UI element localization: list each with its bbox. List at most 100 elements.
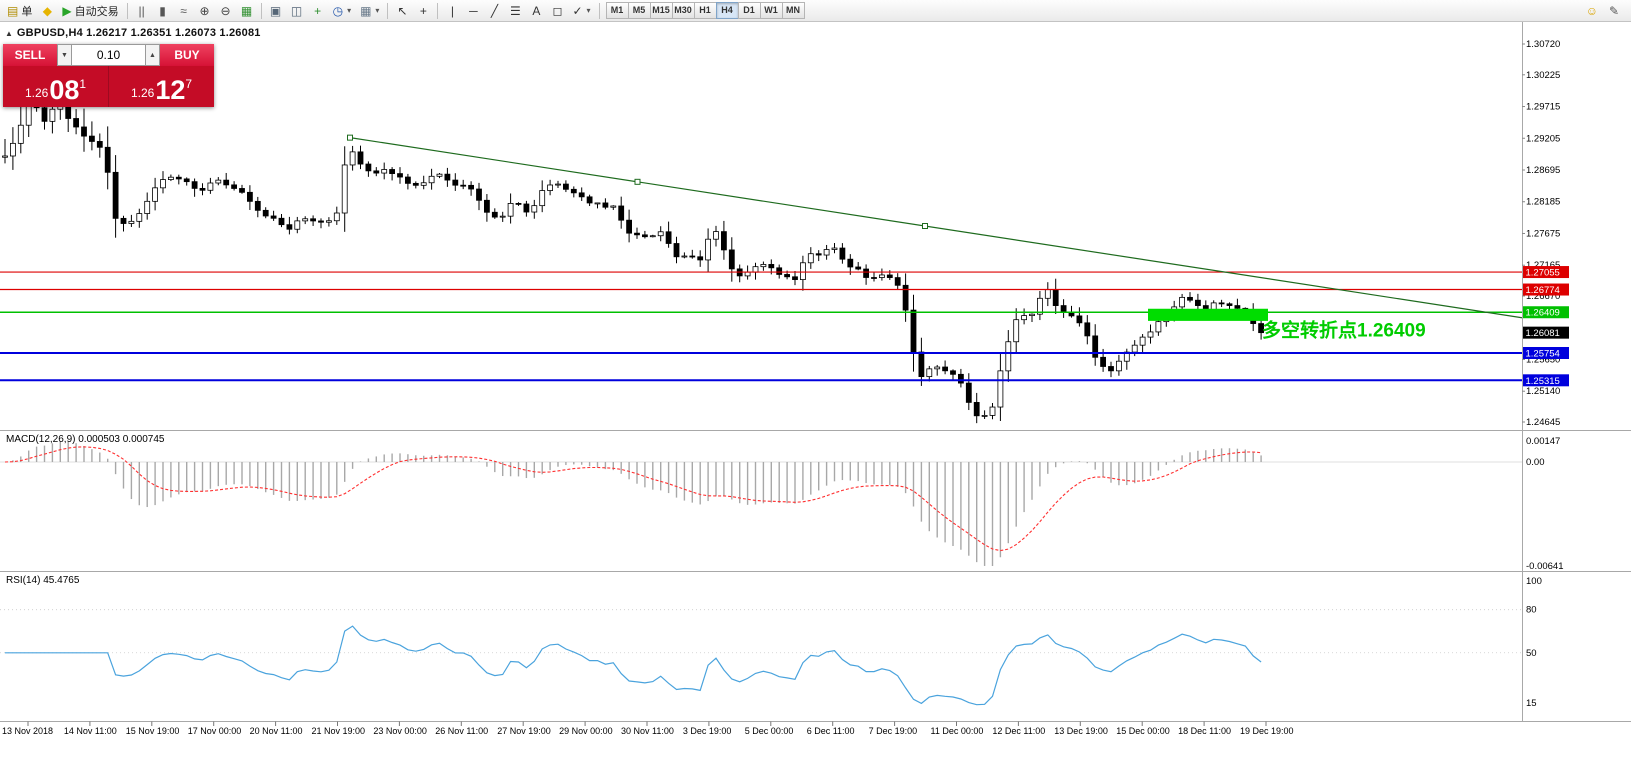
candlestick-mode-icon[interactable]: ▮	[153, 1, 173, 21]
smiley-icon: ☺	[1585, 3, 1598, 18]
new-chart-icon[interactable]: +	[308, 1, 328, 21]
timeframe-H1[interactable]: H1	[693, 2, 717, 19]
lot-size-input[interactable]: 0.10	[72, 44, 145, 66]
template-selector[interactable]: ▦ ▾	[356, 1, 383, 21]
one-click-trading-widget: SELL ▼ 0.10 ▲ BUY 1.26 08 1 1.26 12 7	[3, 44, 214, 107]
price-axis-tick: 1.24645	[1526, 417, 1560, 428]
time-axis-label: 15 Dec 00:00	[1116, 726, 1170, 736]
crosshair-icon[interactable]: +	[413, 1, 433, 21]
price-badge	[1523, 374, 1569, 387]
favorites-icon[interactable]: ◆	[37, 1, 57, 21]
chevron-down-icon: ▾	[375, 6, 380, 15]
candlestick-series	[2, 81, 1264, 424]
timeframe-M5[interactable]: M5	[627, 2, 651, 19]
macd-axis-tick: 0.00147	[1526, 436, 1560, 447]
timeframe-M1[interactable]: M1	[605, 2, 629, 19]
horizontal-line-icon: ─	[469, 3, 478, 18]
zoom-out-icon[interactable]: ⊖	[216, 1, 236, 21]
timeframe-M30[interactable]: M30	[671, 2, 695, 19]
vertical-line-icon[interactable]: |	[442, 1, 462, 21]
tile-windows-icon[interactable]: ▦	[237, 1, 257, 21]
price-axis-tick: 1.29715	[1526, 102, 1560, 113]
autotrading-button[interactable]: ▶ 自动交易	[58, 1, 122, 21]
cursor-icon[interactable]: ↖	[392, 1, 412, 21]
period-selector[interactable]: ◷ ▾	[329, 1, 356, 21]
sell-button[interactable]: SELL	[3, 44, 57, 66]
time-axis-label: 12 Dec 11:00	[992, 726, 1045, 736]
price-badge	[1523, 283, 1569, 296]
candlestick-mode-icon: ▮	[159, 3, 166, 18]
zoom-out-icon: ⊖	[220, 3, 231, 18]
price-badge-text: 1.25315	[1526, 376, 1560, 387]
arrows-icon[interactable]: ✓ ▾	[568, 1, 594, 21]
arrows-icon: ✓	[572, 3, 583, 18]
time-axis-label: 18 Dec 11:00	[1178, 726, 1231, 736]
timeframe-M15[interactable]: M15	[649, 2, 673, 19]
sell-price[interactable]: 1.26 08 1	[3, 66, 108, 107]
new-order-icon: ▤	[7, 3, 19, 18]
trendline-handle[interactable]	[634, 178, 641, 185]
toolbar-separator	[598, 2, 600, 19]
rsi-axis-tick: 80	[1526, 605, 1537, 616]
price-badge	[1523, 346, 1569, 359]
price-axis-tick: 1.25140	[1526, 386, 1560, 397]
time-axis[interactable]: 13 Nov 2018 14 Nov 11:00 15 Nov 19:00 17 No…	[2, 721, 1294, 737]
macd-axis[interactable]: 0.00147 0.00 -0.00641	[1526, 436, 1564, 572]
shapes-icon: ◻	[552, 3, 563, 18]
price-axis-tick: 1.29205	[1526, 133, 1560, 144]
new-order-button[interactable]: ▤ 单	[3, 1, 36, 21]
fibonacci-icon: ☰	[510, 3, 521, 18]
price-axis-tick: 1.28695	[1526, 165, 1560, 176]
trendline-icon[interactable]: ╱	[484, 1, 504, 21]
edit-icon[interactable]: ✎	[1604, 1, 1624, 21]
annotation-text[interactable]: 多空转折点1.26409	[1262, 318, 1426, 341]
trendline-handle[interactable]	[347, 134, 353, 141]
macd-axis-tick: 0.00	[1526, 457, 1545, 468]
text-label-icon[interactable]: A	[526, 1, 546, 21]
time-axis-label: 30 Nov 11:00	[621, 726, 674, 736]
time-axis-label: 13 Dec 19:00	[1054, 726, 1108, 736]
cursor-icon: ↖	[397, 3, 408, 18]
toolbar: ▤ 单 ◆ ▶ 自动交易 || ▮ ≈ ⊕ ⊖ ▦ ▣ ◫ + ◷ ▾ ▦ ▾ ↖ + | ─ ╱ ☰ A ◻ ✓ ▾ M1 M5 M15 M…	[0, 0, 1631, 22]
smiley-icon[interactable]: ☺	[1582, 1, 1602, 21]
buy-price-big: 12	[155, 75, 186, 106]
highlight-rectangle-object[interactable]	[1148, 308, 1268, 321]
timeframe-H4[interactable]: H4	[715, 2, 739, 19]
tile-horizontal-icon[interactable]: ◫	[287, 1, 307, 21]
timeframe-W1[interactable]: W1	[759, 2, 783, 19]
cascade-windows-icon[interactable]: ▣	[266, 1, 286, 21]
price-badge	[1523, 266, 1569, 279]
time-axis-label: 11 Dec 00:00	[931, 726, 984, 736]
lot-decrease-button[interactable]: ▼	[57, 44, 72, 66]
bar-chart-mode-icon[interactable]: ||	[132, 1, 152, 21]
shapes-icon[interactable]: ◻	[547, 1, 567, 21]
vertical-line-icon: |	[450, 3, 454, 18]
time-axis-label: 26 Nov 11:00	[435, 726, 488, 736]
price-badge-text: 1.26081	[1526, 328, 1560, 339]
timeframe-MN[interactable]: MN	[781, 2, 805, 19]
autotrading-button-label: 自动交易	[74, 5, 119, 18]
trendline-object[interactable]	[349, 137, 1523, 319]
fibonacci-icon[interactable]: ☰	[505, 1, 525, 21]
buy-button[interactable]: BUY	[160, 44, 214, 66]
price-axis-badges: 1.27055 1.26774 1.26409 1.25754 1.25315 1.260…	[1523, 266, 1569, 387]
price-axis[interactable]: 1.30720 1.30225 1.29715 1.29205 1.28695 1.281…	[1522, 39, 1560, 428]
favorites-icon: ◆	[42, 3, 52, 18]
trendline-handle[interactable]	[922, 223, 928, 229]
zoom-in-icon[interactable]: ⊕	[195, 1, 215, 21]
rsi-axis-tick: 15	[1526, 698, 1537, 709]
time-axis-label: 6 Dec 11:00	[807, 726, 855, 736]
lot-increase-button[interactable]: ▲	[145, 44, 160, 66]
buy-price[interactable]: 1.26 12 7	[108, 66, 214, 107]
one-click-toggle-icon[interactable]: ▲	[5, 28, 13, 38]
timeframe-D1[interactable]: D1	[737, 2, 761, 19]
new-chart-icon: +	[314, 3, 322, 18]
rsi-axis[interactable]: 100 80 50 15	[1526, 576, 1542, 709]
horizontal-line-icon[interactable]: ─	[463, 1, 483, 21]
line-chart-mode-icon: ≈	[180, 3, 187, 18]
time-axis-label: 7 Dec 19:00	[869, 726, 918, 736]
line-chart-mode-icon[interactable]: ≈	[174, 1, 194, 21]
panel-separators	[0, 22, 1631, 722]
